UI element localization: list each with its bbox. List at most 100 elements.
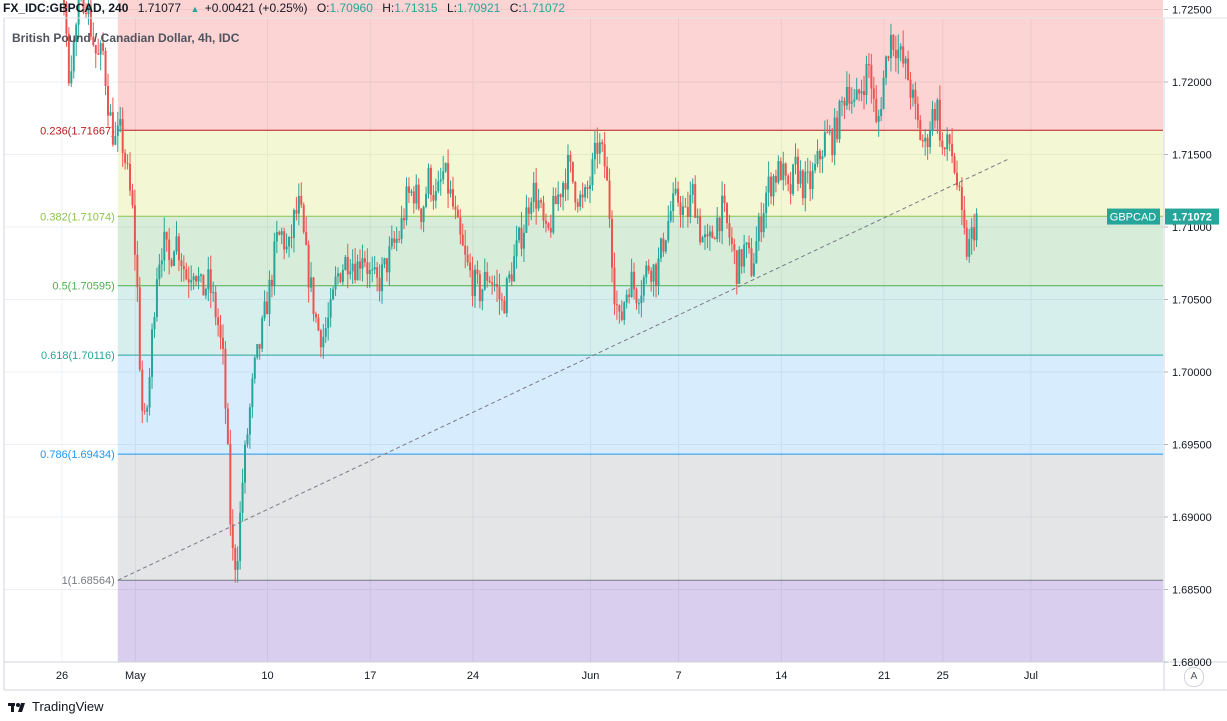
candle-body [336,273,339,277]
candle-body [226,408,229,444]
candle-body [948,134,951,144]
candle-body [268,279,271,315]
candle-body [346,256,349,275]
candle-body [532,182,535,203]
symbol-badge-label: GBPCAD [1110,212,1157,224]
candle-body [437,181,440,192]
candle-body [106,86,109,116]
trend-line[interactable] [117,158,1010,581]
y-tick-label: 1.72500 [1172,5,1212,17]
candle-body [295,210,298,214]
candle-body [481,289,484,302]
price-change: +0.00421 (+0.25%) [204,1,308,15]
candle-body [907,58,910,80]
candle-body [400,218,403,239]
candle-body [114,136,117,145]
candle-body [941,140,944,148]
candle-body [427,167,430,194]
candle-body [965,227,968,257]
candle-body [745,242,748,245]
candle-body [608,180,611,219]
x-tick-label: 17 [364,670,376,682]
candle-body [317,317,320,331]
candle-body [544,220,547,224]
candle-body [882,77,885,109]
candle-body [97,53,100,55]
candle-body [376,267,379,278]
candle-body [625,294,628,303]
candle-body [557,194,560,205]
candle-body [728,223,731,238]
candle-body [136,254,139,288]
candle-body [192,276,195,281]
candle-body [655,264,658,286]
candle-body [390,238,393,247]
candle-body [652,264,655,282]
candle-body [613,267,616,305]
candle-body [828,131,831,133]
candle-body [324,328,327,337]
candle-body [129,163,132,191]
candle-body [642,277,645,296]
symbol-name[interactable]: FX_IDC:GBPCAD, 240 [3,1,129,15]
candle-body [322,336,325,348]
candle-body [305,232,308,245]
candle-body [757,216,760,242]
candle-body [99,43,102,55]
y-tick-label: 1.71500 [1172,150,1212,162]
candle-body [491,282,494,285]
candle-body [684,206,687,208]
fib-level-label: 0.618(1.70116) [41,350,115,362]
candle-body [102,43,105,51]
candle-body [787,175,790,185]
candle-body [574,181,577,203]
candle-body [248,407,251,435]
candle-body [916,103,919,121]
candle-body [667,220,670,241]
candle-body [207,269,210,289]
candle-body [483,271,486,290]
candle-body [77,0,80,25]
candle-body [919,120,922,141]
candle-body [94,44,97,54]
candle-body [300,195,303,205]
candle-body [221,337,224,349]
candle-body [278,232,281,235]
candle-body [887,56,890,59]
candle-body [354,263,357,281]
candle-body [723,195,726,204]
candle-body [488,280,491,283]
candle-body [473,269,476,297]
x-tick-label: 21 [878,670,890,682]
candle-body [963,210,966,228]
candle-body [258,344,261,349]
y-tick-label: 1.70000 [1172,367,1212,379]
candle-body [853,99,856,102]
candle-body [955,172,958,186]
candle-body [591,159,594,186]
candle-body [664,240,667,252]
auto-scale-button[interactable]: A [1184,667,1204,687]
candle-body [143,410,146,412]
candle-body [958,185,961,187]
candle-body [518,227,521,241]
open-label: O: [316,1,330,15]
candle-body [885,56,888,78]
candle-body [794,156,797,165]
symbol-badge[interactable] [1107,208,1160,225]
candle-body [762,213,765,233]
tradingview-logo[interactable]: TradingView [8,699,104,714]
candle-body [292,210,295,238]
candle-body [508,274,511,279]
candle-body [141,369,144,411]
candle-body [863,91,866,95]
candle-body [924,137,927,142]
low-label: L: [446,1,457,15]
candle-body [581,194,584,198]
fib-level-label: 0.382(1.71074) [40,211,115,223]
candle-body [349,271,352,275]
candle-body [195,276,198,282]
candle-body [395,238,398,243]
